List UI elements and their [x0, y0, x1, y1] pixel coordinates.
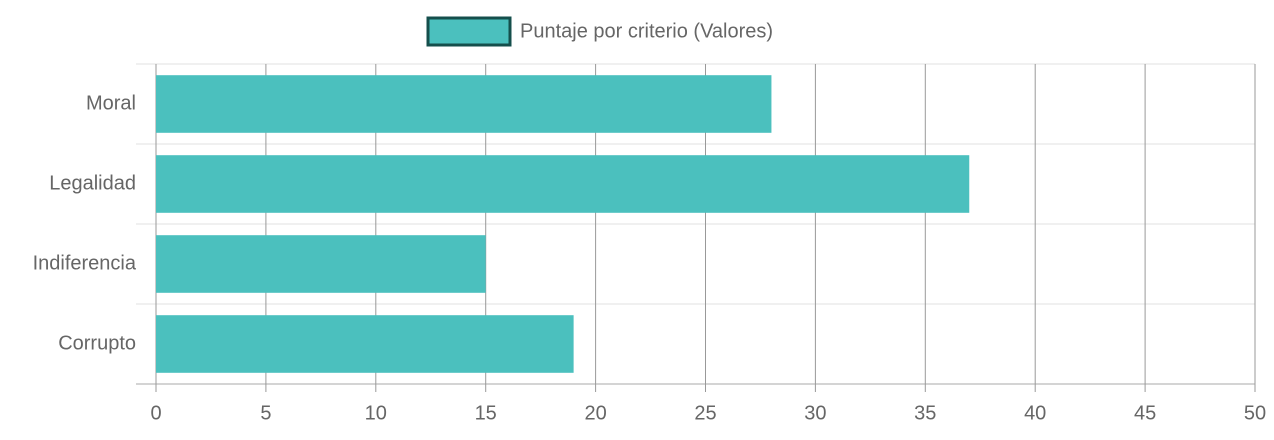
legend-label: Puntaje por criterio (Valores)	[520, 20, 773, 42]
x-tick-label: 35	[914, 402, 936, 424]
x-tick-label: 20	[584, 402, 606, 424]
bar	[156, 235, 486, 293]
x-tick-label: 45	[1134, 402, 1156, 424]
x-tick-label: 25	[694, 402, 716, 424]
x-tick-label: 50	[1244, 402, 1266, 424]
bar	[156, 75, 772, 133]
y-tick-label: Legalidad	[49, 172, 136, 194]
x-tick-label: 0	[150, 402, 161, 424]
y-tick-label: Corrupto	[58, 332, 136, 354]
x-tick-label: 5	[260, 402, 271, 424]
legend-swatch	[426, 16, 512, 47]
y-tick-label: Moral	[86, 92, 136, 114]
y-tick-label: Indiferencia	[33, 252, 137, 274]
x-tick-label: 30	[804, 402, 826, 424]
bar	[156, 315, 574, 373]
x-tick-label: 40	[1024, 402, 1046, 424]
x-tick-label: 10	[365, 402, 387, 424]
x-tick-label: 15	[475, 402, 497, 424]
bar	[156, 155, 970, 213]
